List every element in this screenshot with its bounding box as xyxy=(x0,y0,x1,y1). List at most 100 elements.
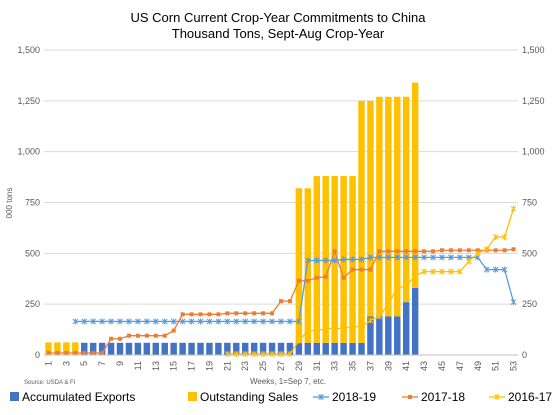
x-tick-label: 41 xyxy=(401,361,411,371)
bar-accumulated-exports xyxy=(402,302,410,355)
bar-accumulated-exports xyxy=(89,342,97,355)
y-tick-label-right: 1,250 xyxy=(522,96,545,106)
series-2017-18-point xyxy=(109,336,114,341)
series-2018-19-point xyxy=(448,254,454,261)
series-2016-17-point xyxy=(510,205,517,212)
series-2016-17-point xyxy=(260,350,266,357)
series-2017-18-point xyxy=(225,311,230,316)
series-2017-18-point xyxy=(279,299,283,304)
legend-swatch xyxy=(10,392,19,401)
series-2017-18-point xyxy=(234,311,239,316)
series-2017-18-point xyxy=(314,275,319,280)
bar-accumulated-exports xyxy=(206,342,213,355)
series-2018-19-point xyxy=(331,257,338,264)
series-2017-18-point xyxy=(404,249,409,254)
bar-outstanding-sales xyxy=(358,100,365,343)
bar-accumulated-exports xyxy=(179,342,186,355)
series-2017-18-point xyxy=(287,299,292,304)
series-2017-18-point xyxy=(243,311,248,316)
y-tick-label-right: 1,000 xyxy=(522,147,545,157)
series-2018-19-point xyxy=(188,318,195,325)
y-tick-label-right: 1,500 xyxy=(522,45,545,55)
bar-accumulated-exports xyxy=(152,342,160,355)
x-tick-label: 31 xyxy=(312,361,322,371)
series-2018-19-point xyxy=(340,256,347,263)
series-2018-19-point xyxy=(269,318,275,325)
x-tick-label: 23 xyxy=(240,361,250,371)
series-2018-19-point xyxy=(439,254,445,261)
bar-accumulated-exports xyxy=(116,342,124,355)
y-axis-label: 000 tons xyxy=(5,188,14,219)
series-2017-18-point xyxy=(252,311,257,316)
bar-accumulated-exports xyxy=(394,316,401,355)
series-2018-19-point xyxy=(385,254,392,261)
x-tick-label: 7 xyxy=(97,361,107,366)
x-tick-label: 27 xyxy=(276,361,286,371)
bar-accumulated-exports xyxy=(376,316,383,355)
x-tick-label: 51 xyxy=(491,361,501,371)
series-2017-18-point xyxy=(341,275,346,280)
bar-accumulated-exports xyxy=(161,342,168,355)
y-tick-label-left: 1,500 xyxy=(17,45,40,55)
series-2017-18-point xyxy=(511,247,516,252)
y-tick-label-left: 1,250 xyxy=(17,96,40,106)
series-2018-19-point xyxy=(367,254,374,261)
series-2018-19-point xyxy=(251,318,258,325)
bar-accumulated-exports xyxy=(349,342,356,355)
bar-accumulated-exports xyxy=(367,316,374,355)
series-2018-19-point xyxy=(358,256,365,263)
series-2017-18-point xyxy=(162,333,167,338)
bar-accumulated-exports xyxy=(224,342,231,355)
series-2017-18-point xyxy=(323,274,328,279)
x-axis-label: Weeks, 1=Sep 7, etc. xyxy=(250,377,326,386)
series-2016-17-point xyxy=(421,268,427,275)
series-2017-18-point xyxy=(359,267,364,272)
series-2018-19-point xyxy=(206,318,213,325)
series-2016-17-point xyxy=(465,258,472,265)
bar-accumulated-exports xyxy=(107,342,115,355)
y-tick-label-left: 750 xyxy=(25,198,40,208)
legend-label: Outstanding Sales xyxy=(200,390,298,404)
bar-outstanding-sales xyxy=(54,342,61,355)
bar-accumulated-exports xyxy=(215,342,222,355)
bar-accumulated-exports xyxy=(295,342,303,355)
bar-outstanding-sales xyxy=(376,96,383,317)
bar-accumulated-exports xyxy=(134,342,142,355)
x-tick-label: 17 xyxy=(187,361,197,371)
series-2017-18-point xyxy=(189,312,194,317)
series-2017-18-point xyxy=(91,350,96,355)
x-tick-label: 43 xyxy=(419,361,429,371)
legend-label: 2017-18 xyxy=(421,390,465,404)
bar-accumulated-exports xyxy=(286,342,294,355)
series-2017-18-point xyxy=(386,249,391,254)
series-2016-17-point xyxy=(269,350,275,357)
series-2016-17-point xyxy=(412,272,419,279)
y-tick-label-right: 250 xyxy=(522,299,537,309)
series-2016-17-point xyxy=(394,284,401,291)
bar-outstanding-sales xyxy=(411,82,419,288)
series-2016-17-point xyxy=(224,350,231,357)
series-2017-18-point xyxy=(422,249,427,254)
bar-accumulated-exports xyxy=(170,342,177,355)
series-2018-19-point xyxy=(421,254,427,261)
series-2016-17-point xyxy=(483,246,490,253)
bar-accumulated-exports xyxy=(385,316,392,355)
series-2017-18-point xyxy=(126,333,131,338)
bar-outstanding-sales xyxy=(304,188,312,343)
series-2016-17-point xyxy=(340,325,347,332)
series-lines xyxy=(46,205,517,357)
series-2018-19-point xyxy=(161,318,168,325)
series-2017-18-point xyxy=(144,333,149,338)
series-2017-18-point xyxy=(395,249,400,254)
series-2017-18-point xyxy=(198,312,203,317)
bar-outstanding-sales xyxy=(72,342,79,355)
series-2016-17-point xyxy=(304,327,311,334)
series-2018-19-point xyxy=(287,318,293,325)
series-2016-17-point xyxy=(287,350,293,357)
x-tick-label: 21 xyxy=(222,361,232,371)
series-2017-18-point xyxy=(413,249,418,254)
bar-accumulated-exports xyxy=(98,342,106,355)
bar-outstanding-sales xyxy=(63,342,70,355)
